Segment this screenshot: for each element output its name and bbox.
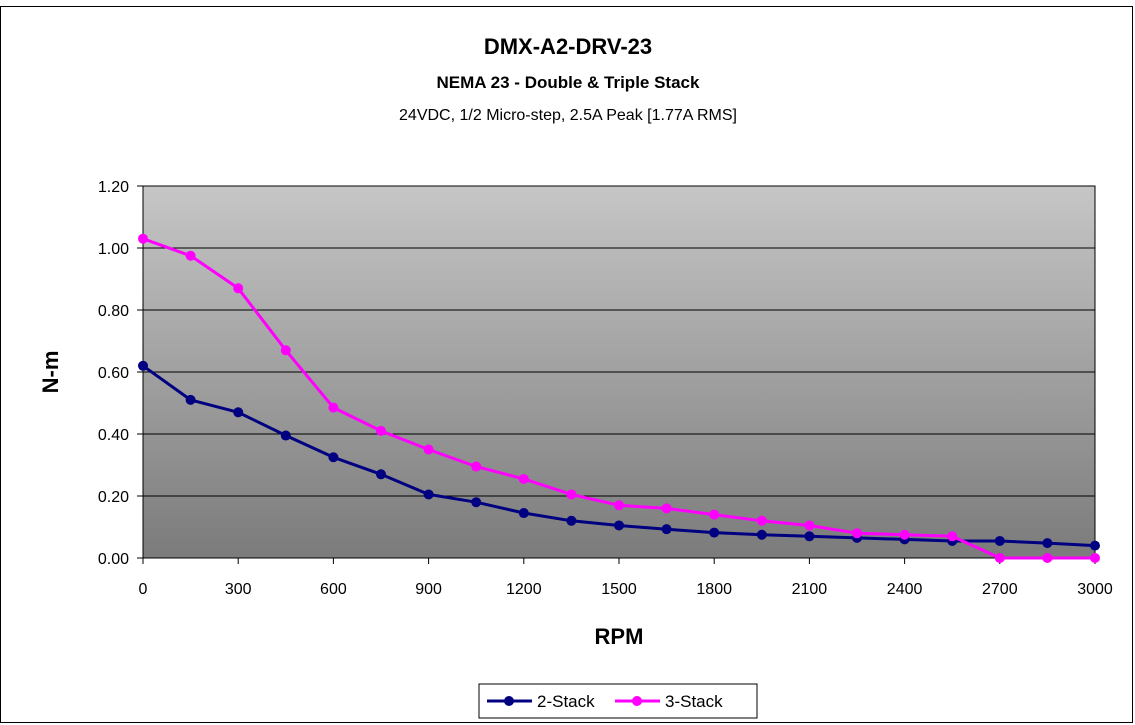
data-point-3-stack	[947, 531, 958, 542]
data-point-3-stack	[566, 489, 577, 500]
axes	[137, 185, 1096, 564]
x-tick-label: 1500	[601, 581, 637, 598]
data-point-2-stack	[566, 515, 577, 526]
y-axis-title: N-m	[38, 351, 63, 394]
x-tick-label: 900	[415, 581, 442, 598]
data-point-2-stack	[185, 394, 196, 405]
data-point-2-stack	[328, 452, 339, 463]
chart-subtitle: NEMA 23 - Double & Triple Stack	[437, 73, 700, 92]
y-tick-label: 0.80	[98, 303, 129, 320]
data-point-2-stack	[1090, 540, 1100, 551]
legend: 2-Stack 3-Stack	[478, 683, 758, 719]
legend-marker-2-stack	[504, 696, 514, 706]
x-tick-label: 2400	[887, 581, 923, 598]
data-point-3-stack	[756, 515, 767, 526]
data-point-3-stack	[852, 528, 862, 539]
gridlines	[143, 247, 1095, 497]
x-tick-label: 1200	[506, 581, 542, 598]
data-point-2-stack	[756, 529, 767, 540]
y-tick-label: 1.00	[98, 241, 129, 258]
x-tick-label: 1800	[696, 581, 732, 598]
data-point-3-stack	[518, 473, 529, 484]
data-point-2-stack	[709, 527, 720, 538]
data-point-2-stack	[994, 535, 1005, 546]
data-point-3-stack	[709, 509, 720, 520]
data-point-2-stack	[1042, 538, 1053, 549]
x-tick-label: 600	[320, 581, 347, 598]
y-tick-label: 0.20	[98, 489, 129, 506]
data-point-2-stack	[614, 520, 624, 531]
data-point-3-stack	[423, 444, 434, 455]
x-tick-label: 0	[139, 581, 148, 598]
data-point-3-stack	[804, 520, 815, 531]
data-point-2-stack	[376, 469, 386, 480]
data-point-2-stack	[518, 508, 529, 519]
data-point-3-stack	[1090, 553, 1100, 563]
y-tick-label: 1.20	[98, 179, 129, 196]
data-point-3-stack	[994, 553, 1005, 563]
data-point-3-stack	[328, 402, 339, 413]
data-point-3-stack	[138, 233, 148, 244]
x-tick-labels: 0 300 600 900 1200 1500 1800 2100 2400 2700 3000	[139, 581, 1113, 598]
chart-subtitle-conditions: 24VDC, 1/2 Micro-step, 2.5A Peak [1.77A …	[399, 107, 737, 124]
x-axis-title: RPM	[595, 624, 644, 649]
data-point-2-stack	[804, 531, 815, 542]
data-point-3-stack	[661, 503, 672, 514]
chart-title: DMX-A2-DRV-23	[484, 34, 652, 59]
data-point-2-stack	[471, 497, 482, 508]
data-point-2-stack	[280, 430, 291, 441]
data-point-2-stack	[138, 360, 148, 371]
y-tick-label: 0.40	[98, 427, 129, 444]
x-tick-label: 2100	[792, 581, 828, 598]
data-point-3-stack	[1042, 553, 1053, 563]
x-tick-label: 300	[225, 581, 252, 598]
x-tick-label: 3000	[1077, 581, 1113, 598]
data-point-2-stack	[423, 489, 434, 500]
data-point-3-stack	[233, 283, 244, 294]
data-point-3-stack	[280, 345, 291, 356]
y-tick-label: 0.60	[98, 365, 129, 382]
legend-label-3-stack: 3-Stack	[665, 692, 723, 711]
data-point-2-stack	[661, 524, 672, 535]
data-point-2-stack	[233, 407, 244, 418]
data-point-3-stack	[471, 461, 482, 472]
legend-label-2-stack: 2-Stack	[537, 692, 595, 711]
legend-marker-3-stack	[632, 696, 642, 706]
y-tick-label: 0.00	[98, 551, 129, 568]
data-point-3-stack	[614, 500, 624, 511]
series-group	[138, 233, 1100, 563]
x-tick-label: 2700	[982, 581, 1018, 598]
y-tick-labels: 0.00 0.20 0.40 0.60 0.80 1.00 1.20	[98, 179, 129, 568]
data-point-3-stack	[376, 425, 386, 436]
data-point-3-stack	[899, 529, 910, 540]
data-point-3-stack	[185, 250, 196, 261]
